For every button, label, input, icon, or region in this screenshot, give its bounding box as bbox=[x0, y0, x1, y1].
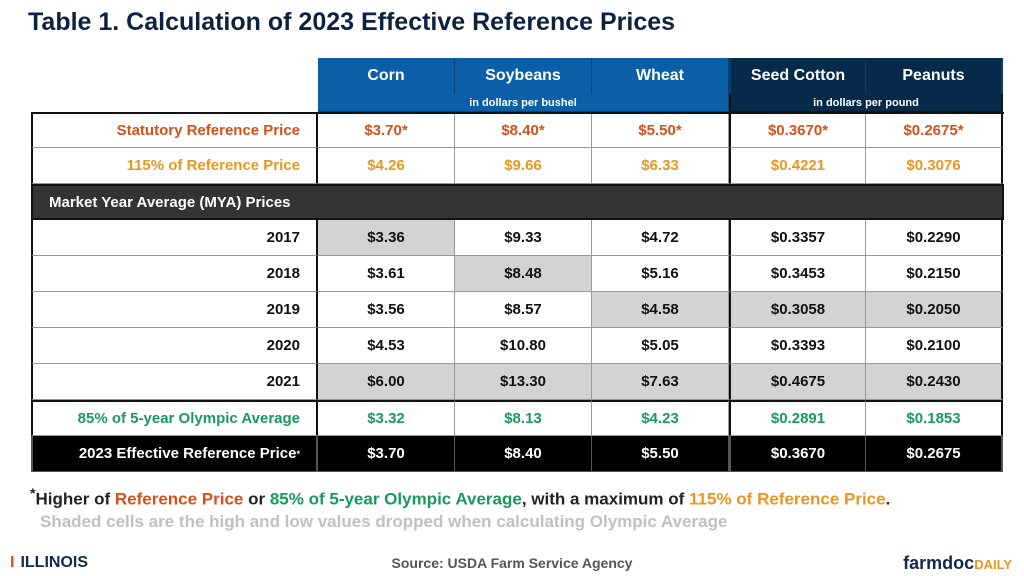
year-label: 2019 bbox=[31, 292, 318, 328]
page-title: Table 1. Calculation of 2023 Effective R… bbox=[28, 8, 676, 36]
year-label: 2018 bbox=[31, 256, 318, 292]
shade-note: Shaded cells are the high and low values… bbox=[40, 512, 728, 531]
shaded-value-cell: $0.3058 bbox=[729, 292, 866, 328]
value-cell: $0.2891 bbox=[729, 400, 866, 436]
value-cell: $10.80 bbox=[455, 328, 592, 364]
corner-blank bbox=[31, 94, 318, 112]
fn-olympic: 85% of 5-year Olympic Average bbox=[269, 489, 522, 509]
section-header-mya: Market Year Average (MYA) Prices bbox=[31, 184, 1004, 220]
fn-reference-price: Reference Price bbox=[114, 489, 244, 509]
row-label: Statutory Reference Price bbox=[31, 114, 318, 148]
value-cell: $0.1853 bbox=[866, 400, 1003, 436]
value-cell: $5.05 bbox=[592, 328, 729, 364]
value-cell: $0.3670 bbox=[729, 436, 866, 472]
value-cell: $0.4221 bbox=[729, 148, 866, 184]
fn-text: Higher of bbox=[35, 489, 115, 509]
row-label: 2023 Effective Reference Price * bbox=[31, 436, 318, 472]
value-cell: $4.53 bbox=[318, 328, 455, 364]
value-cell: $8.57 bbox=[455, 292, 592, 328]
shaded-value-cell: $7.63 bbox=[592, 364, 729, 400]
table-row: 2019 $3.56 $8.57 $4.58 $0.3058 $0.2050 bbox=[31, 292, 1004, 328]
fn-text: or bbox=[243, 489, 270, 509]
value-cell: $0.2150 bbox=[866, 256, 1003, 292]
unit-label: in dollars per pound bbox=[729, 94, 1003, 112]
value-cell: $0.2675 bbox=[866, 436, 1003, 472]
value-cell: $0.2100 bbox=[866, 328, 1003, 364]
value-cell: $9.66 bbox=[455, 148, 592, 184]
value-cell: $5.50* bbox=[592, 114, 729, 148]
illinois-logo: I ILLINOIS bbox=[10, 554, 88, 572]
table-row: 2021 $6.00 $13.30 $7.63 $0.4675 $0.2430 bbox=[31, 364, 1004, 400]
footnote-star: * bbox=[30, 486, 36, 502]
row-label: 85% of 5-year Olympic Average bbox=[31, 400, 318, 436]
value-cell: $3.32 bbox=[318, 400, 455, 436]
unit-label: in dollars per bushel bbox=[318, 94, 729, 112]
year-label: 2021 bbox=[31, 364, 318, 400]
value-cell: $6.33 bbox=[592, 148, 729, 184]
table-row: 2020 $4.53 $10.80 $5.05 $0.3393 $0.2100 bbox=[31, 328, 1004, 364]
value-cell: $3.70 bbox=[318, 436, 455, 472]
illinois-text: ILLINOIS bbox=[20, 554, 89, 571]
value-cell: $0.3453 bbox=[729, 256, 866, 292]
fn-text: , with a maximum of bbox=[521, 489, 690, 509]
value-cell: $3.70* bbox=[318, 114, 455, 148]
value-cell: $0.3357 bbox=[729, 220, 866, 256]
price-table: Corn Soybeans Wheat Seed Cotton Peanuts in do… bbox=[31, 58, 1004, 472]
value-cell: $0.3076 bbox=[866, 148, 1003, 184]
column-header: Corn bbox=[318, 58, 455, 95]
source: Source: USDA Farm Service Agency bbox=[391, 555, 633, 571]
table-row: Corn Soybeans Wheat Seed Cotton Peanuts bbox=[31, 58, 1004, 95]
value-cell: $4.23 bbox=[592, 400, 729, 436]
value-cell: $5.50 bbox=[592, 436, 729, 472]
shaded-value-cell: $6.00 bbox=[318, 364, 455, 400]
farmdoc-text: farmdoc bbox=[903, 553, 975, 573]
value-cell: $0.2675* bbox=[866, 114, 1003, 148]
corner-blank bbox=[31, 58, 318, 95]
value-cell: $3.61 bbox=[318, 256, 455, 292]
value-cell: $8.13 bbox=[455, 400, 592, 436]
table-row: 85% of 5-year Olympic Average $3.32 $8.13 $… bbox=[31, 400, 1004, 436]
farmdoc-logo: farmdocDAILY bbox=[903, 553, 1012, 574]
asterisk: * bbox=[296, 448, 300, 459]
value-cell: $9.33 bbox=[455, 220, 592, 256]
value-cell: $0.3393 bbox=[729, 328, 866, 364]
table-row: 115% of Reference Price $4.26 $9.66 $6.33 $0… bbox=[31, 148, 1004, 184]
daily-text: DAILY bbox=[974, 557, 1012, 572]
shaded-value-cell: $0.2430 bbox=[866, 364, 1003, 400]
fn-115: 115% of Reference Price bbox=[689, 489, 886, 509]
table-row: 2018 $3.61 $8.48 $5.16 $0.3453 $0.2150 bbox=[31, 256, 1004, 292]
year-label: 2017 bbox=[31, 220, 318, 256]
shaded-value-cell: $8.48 bbox=[455, 256, 592, 292]
value-cell: $3.56 bbox=[318, 292, 455, 328]
table-row: 2017 $3.36 $9.33 $4.72 $0.3357 $0.2290 bbox=[31, 220, 1004, 256]
table-row: 2023 Effective Reference Price * $3.70 $8.4… bbox=[31, 436, 1004, 472]
value-cell: $8.40 bbox=[455, 436, 592, 472]
shaded-value-cell: $0.2050 bbox=[866, 292, 1003, 328]
column-header: Wheat bbox=[592, 58, 729, 95]
shaded-value-cell: $3.36 bbox=[318, 220, 455, 256]
row-label: 115% of Reference Price bbox=[31, 148, 318, 184]
value-cell: $8.40* bbox=[455, 114, 592, 148]
value-cell: $0.2290 bbox=[866, 220, 1003, 256]
shaded-value-cell: $4.58 bbox=[592, 292, 729, 328]
effective-label: 2023 Effective Reference Price bbox=[78, 445, 297, 462]
fn-text: . bbox=[885, 489, 891, 509]
value-cell: $5.16 bbox=[592, 256, 729, 292]
block-i-icon: I bbox=[10, 554, 15, 571]
column-header: Seed Cotton bbox=[729, 58, 866, 95]
table-row: in dollars per bushel in dollars per poun… bbox=[31, 94, 1004, 112]
table-row: Statutory Reference Price $3.70* $8.40* $5.… bbox=[31, 112, 1004, 148]
value-cell: $4.72 bbox=[592, 220, 729, 256]
shaded-value-cell: $13.30 bbox=[455, 364, 592, 400]
shaded-value-cell: $0.4675 bbox=[729, 364, 866, 400]
footnote: *Higher of Reference Price or 85% of 5-y… bbox=[30, 486, 890, 510]
year-label: 2020 bbox=[31, 328, 318, 364]
column-header: Peanuts bbox=[866, 58, 1003, 95]
value-cell: $4.26 bbox=[318, 148, 455, 184]
value-cell: $0.3670* bbox=[729, 114, 866, 148]
column-header: Soybeans bbox=[455, 58, 592, 95]
